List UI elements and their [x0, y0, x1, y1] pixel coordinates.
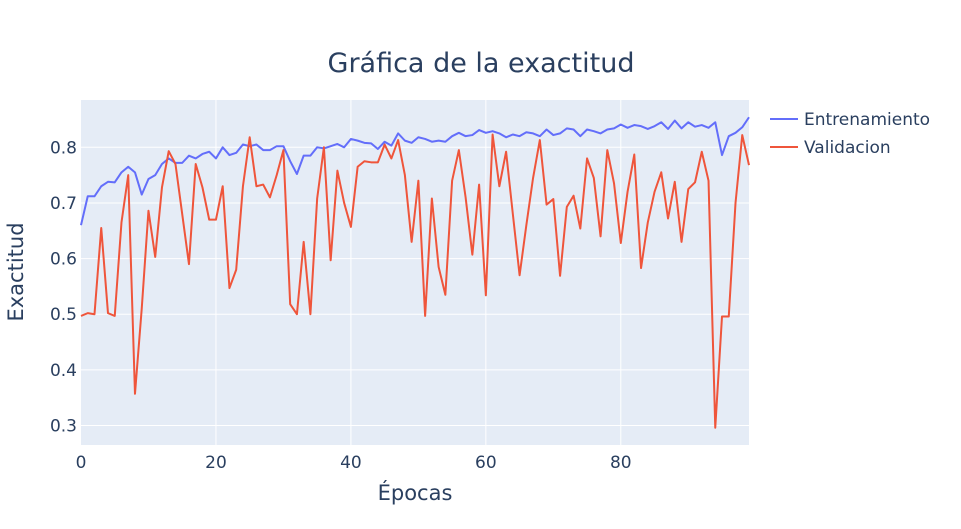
series-line-validacion — [80, 133, 750, 429]
x-tick-label: 40 — [340, 453, 362, 473]
y-axis-title: Exactitud — [4, 222, 28, 321]
legend-item-entrenamiento[interactable]: Entrenamiento — [770, 110, 930, 130]
x-tick-label: 20 — [205, 453, 227, 473]
y-tick-label: 0.3 — [50, 417, 77, 437]
y-tick-label: 0.7 — [50, 194, 77, 214]
legend-item-validacion[interactable]: Validacion — [770, 138, 891, 158]
x-tick-label: 0 — [76, 453, 87, 473]
chart-title: Gráfica de la exactitud — [328, 48, 635, 79]
legend-label: Entrenamiento — [804, 110, 930, 130]
legend-label: Validacion — [804, 138, 891, 158]
legend[interactable]: Entrenamiento Validacion — [770, 110, 930, 158]
plot-area — [81, 100, 749, 445]
series-lines — [80, 116, 750, 429]
series-line-entrenamiento — [80, 116, 750, 226]
y-tick-label: 0.4 — [50, 361, 77, 381]
x-tick-label: 80 — [610, 453, 632, 473]
axis-ticks: 0.3 0.4 0.5 0.6 0.7 0.8 0 20 40 60 80 — [50, 138, 632, 473]
x-tick-label: 60 — [475, 453, 497, 473]
y-tick-label: 0.8 — [50, 138, 77, 158]
y-tick-label: 0.5 — [50, 305, 77, 325]
x-axis-title: Épocas — [378, 480, 453, 505]
y-tick-label: 0.6 — [50, 250, 77, 270]
